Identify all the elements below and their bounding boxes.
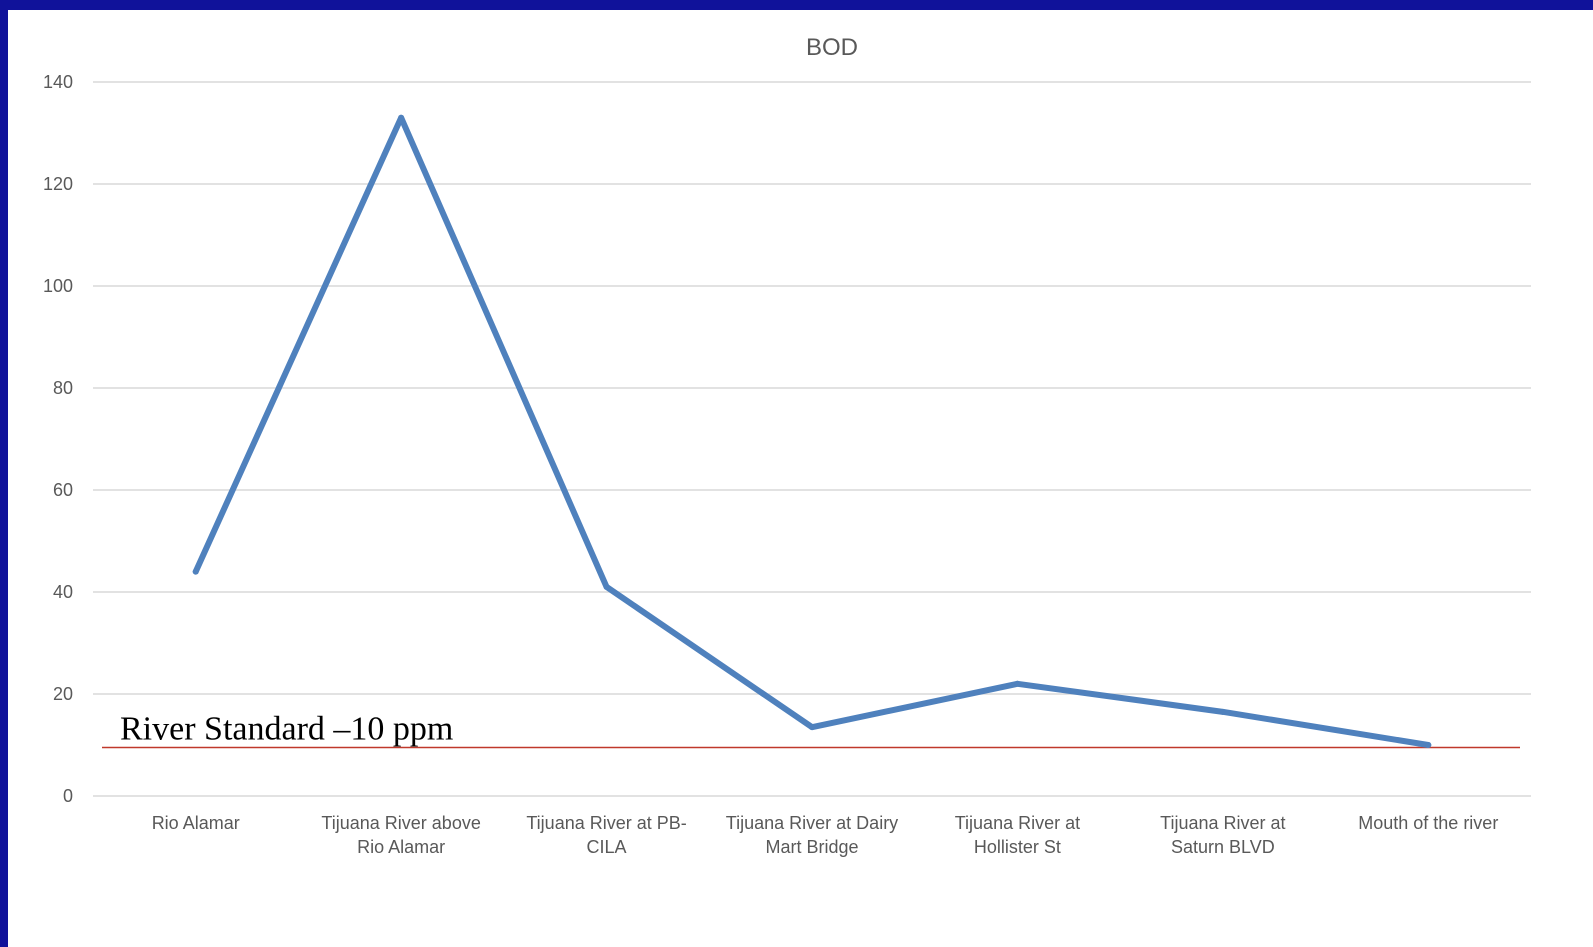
x-tick-label: Tijuana River at PB-CILA xyxy=(526,813,686,857)
x-axis-tick-labels: Rio Alamar Tijuana River above Rio Alamar T… xyxy=(152,813,1499,857)
y-tick-label: 60 xyxy=(53,480,73,500)
x-tick-label: Tijuana River above Rio Alamar xyxy=(321,813,480,857)
data-point xyxy=(398,114,405,121)
reference-line-group: River Standard –10 ppm xyxy=(102,711,1520,749)
x-tick-label: Rio Alamar xyxy=(152,813,240,833)
data-point xyxy=(192,568,199,575)
y-axis-tick-labels: 0 20 40 60 80 100 120 140 xyxy=(43,72,73,806)
chart-title: BOD xyxy=(806,34,858,61)
data-point xyxy=(1425,742,1432,748)
y-tick-label: 80 xyxy=(53,378,73,398)
y-tick-label: 0 xyxy=(63,786,73,806)
x-tick-label: Tijuana River at Hollister St xyxy=(955,813,1080,857)
x-tick-label: Tijuana River at Dairy Mart Bridge xyxy=(726,813,898,857)
y-tick-label: 120 xyxy=(43,174,73,194)
data-point xyxy=(603,583,610,590)
data-point xyxy=(1219,708,1226,715)
gridlines xyxy=(93,81,1531,797)
series-line xyxy=(192,114,1432,748)
y-tick-label: 140 xyxy=(43,72,73,92)
y-tick-label: 20 xyxy=(53,684,73,704)
x-tick-label: Mouth of the river xyxy=(1358,813,1498,833)
data-point xyxy=(809,724,815,731)
chart-panel: 0 20 40 60 80 100 120 140 Rio Alamar Tijuana Riv… xyxy=(8,10,1593,947)
bod-line-chart: 0 20 40 60 80 100 120 140 Rio Alamar Tijuana Riv… xyxy=(43,34,1531,857)
y-tick-label: 40 xyxy=(53,582,73,602)
series-layer xyxy=(192,114,1432,748)
y-tick-label: 100 xyxy=(43,276,73,296)
reference-line-label: River Standard –10 ppm xyxy=(120,711,453,748)
x-tick-label: Tijuana River at Saturn BLVD xyxy=(1160,813,1285,857)
data-point xyxy=(1014,680,1021,687)
